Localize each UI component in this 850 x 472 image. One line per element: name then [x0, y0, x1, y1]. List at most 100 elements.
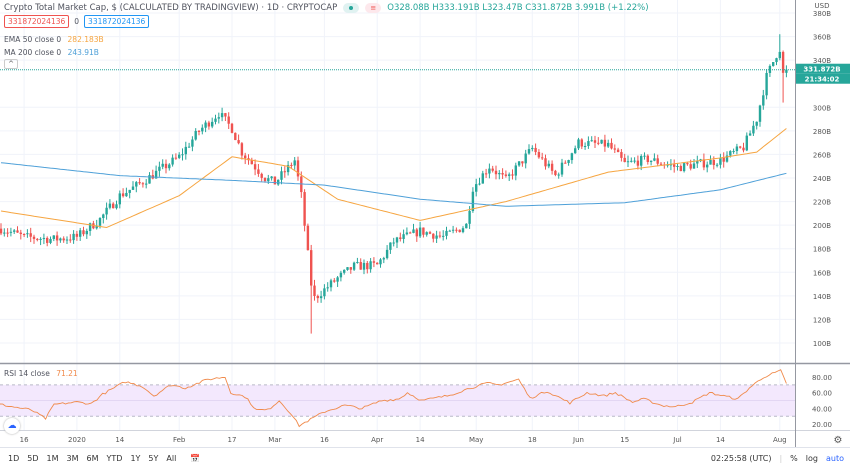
candle-body	[537, 152, 541, 158]
candle-body	[666, 164, 669, 166]
candle-body	[653, 158, 656, 161]
candle-body	[72, 233, 75, 241]
candle-body	[498, 173, 501, 175]
candle-body	[626, 161, 630, 163]
candle-body	[329, 280, 333, 288]
countdown-badge	[796, 73, 850, 84]
candle-body	[214, 118, 217, 122]
candle-body	[26, 233, 29, 235]
candle-body	[323, 288, 326, 297]
candle-body	[46, 237, 49, 243]
candle-body	[59, 238, 62, 241]
symbol-title: Crypto Total Market Cap, $ (CALCULATED B…	[4, 3, 338, 13]
time-tick-label: 2020	[68, 436, 86, 444]
price-tick-label: 260B	[813, 151, 831, 159]
auto-toggle[interactable]: auto	[825, 454, 844, 463]
candle-body	[88, 223, 92, 231]
candle-body	[362, 262, 366, 270]
candle-body	[29, 233, 32, 237]
clock: 02:25:58 (UTC)	[710, 454, 772, 463]
time-tick-label: 16	[320, 436, 329, 444]
range-button-1y[interactable]: 1Y	[130, 454, 141, 463]
candle-body	[128, 189, 131, 193]
candle-body	[82, 230, 85, 235]
time-tick-label: 14	[115, 436, 124, 444]
candle-body	[748, 133, 752, 136]
candle-body	[755, 121, 758, 126]
chart-legend: Crypto Total Market Cap, $ (CALCULATED B…	[4, 3, 649, 13]
candle-body	[593, 140, 597, 143]
candle-body	[6, 232, 9, 234]
candle-body	[689, 164, 692, 169]
candle-body	[0, 228, 3, 234]
candle-body	[379, 259, 382, 265]
candle-body	[415, 229, 418, 237]
candle-body	[336, 277, 339, 282]
rsi-tick-label: 20.00	[812, 421, 832, 429]
candle-body	[366, 262, 369, 270]
candle-body	[343, 269, 346, 273]
candle-body	[224, 113, 227, 117]
candle-body	[118, 193, 121, 205]
candle-body	[461, 228, 465, 233]
candle-body	[679, 165, 682, 172]
candle-body	[455, 229, 458, 231]
price-tick-label: 160B	[813, 269, 831, 277]
candle-body	[316, 295, 319, 299]
date-range-icon[interactable]: 📅	[190, 454, 201, 463]
data-problem-icon: ≡	[365, 3, 382, 13]
tradingview-logo-icon[interactable]: ☁	[4, 418, 20, 434]
time-tick-label: 14	[416, 436, 425, 444]
time-tick-label: Aug	[773, 436, 787, 444]
ema-legend[interactable]: EMA 50 close 0 282.183B	[4, 35, 104, 44]
candle-body	[257, 169, 260, 174]
collapse-legend-button[interactable]: ^	[4, 59, 18, 69]
candle-body	[534, 147, 537, 153]
last-price-label: 331.872B	[803, 66, 840, 74]
log-toggle[interactable]: log	[805, 454, 818, 463]
candle-body	[399, 237, 402, 239]
candle-body	[494, 170, 498, 175]
candle-body	[603, 139, 607, 147]
candle-body	[227, 116, 230, 124]
ema-label: EMA 50 close 0	[4, 35, 62, 44]
range-button-1m[interactable]: 1M	[46, 454, 59, 463]
candle-body	[194, 130, 197, 140]
range-button-all[interactable]: All	[166, 454, 177, 463]
candle-body	[775, 58, 778, 63]
ma-legend[interactable]: MA 200 close 0 243.91B	[4, 48, 99, 57]
percent-toggle[interactable]: %	[790, 454, 798, 463]
candle-body	[356, 262, 359, 264]
time-tick-label: Jul	[672, 436, 682, 444]
candle-body	[564, 162, 567, 164]
price-tick-label: 300B	[813, 104, 831, 112]
candle-body	[412, 229, 415, 233]
settings-gear-icon[interactable]: ⚙	[834, 435, 843, 446]
candle-body	[574, 148, 577, 154]
candle-body	[319, 296, 323, 299]
candle-body	[610, 142, 613, 149]
candle-body	[465, 223, 468, 229]
rsi-legend[interactable]: RSI 14 close 71.21	[4, 369, 78, 378]
price-boxes: 331872024136 0 331872024136	[4, 15, 150, 28]
candle-body	[715, 164, 719, 166]
range-button-5d[interactable]: 5D	[27, 454, 39, 463]
candle-body	[217, 117, 220, 119]
range-button-6m[interactable]: 6M	[86, 454, 99, 463]
last-price-badge	[796, 63, 850, 74]
candle-body	[725, 155, 729, 162]
candle-body	[531, 147, 534, 150]
candle-body	[735, 146, 739, 152]
candle-body	[577, 139, 580, 149]
candle-body	[154, 170, 158, 179]
range-button-3m[interactable]: 3M	[66, 454, 79, 463]
candle-body	[115, 204, 118, 209]
candle-body	[138, 182, 141, 184]
range-button-ytd[interactable]: YTD	[106, 454, 123, 463]
candle-body	[742, 147, 745, 151]
range-button-1d[interactable]: 1D	[8, 454, 20, 463]
candle-body	[669, 164, 673, 166]
range-button-5y[interactable]: 5Y	[148, 454, 159, 463]
